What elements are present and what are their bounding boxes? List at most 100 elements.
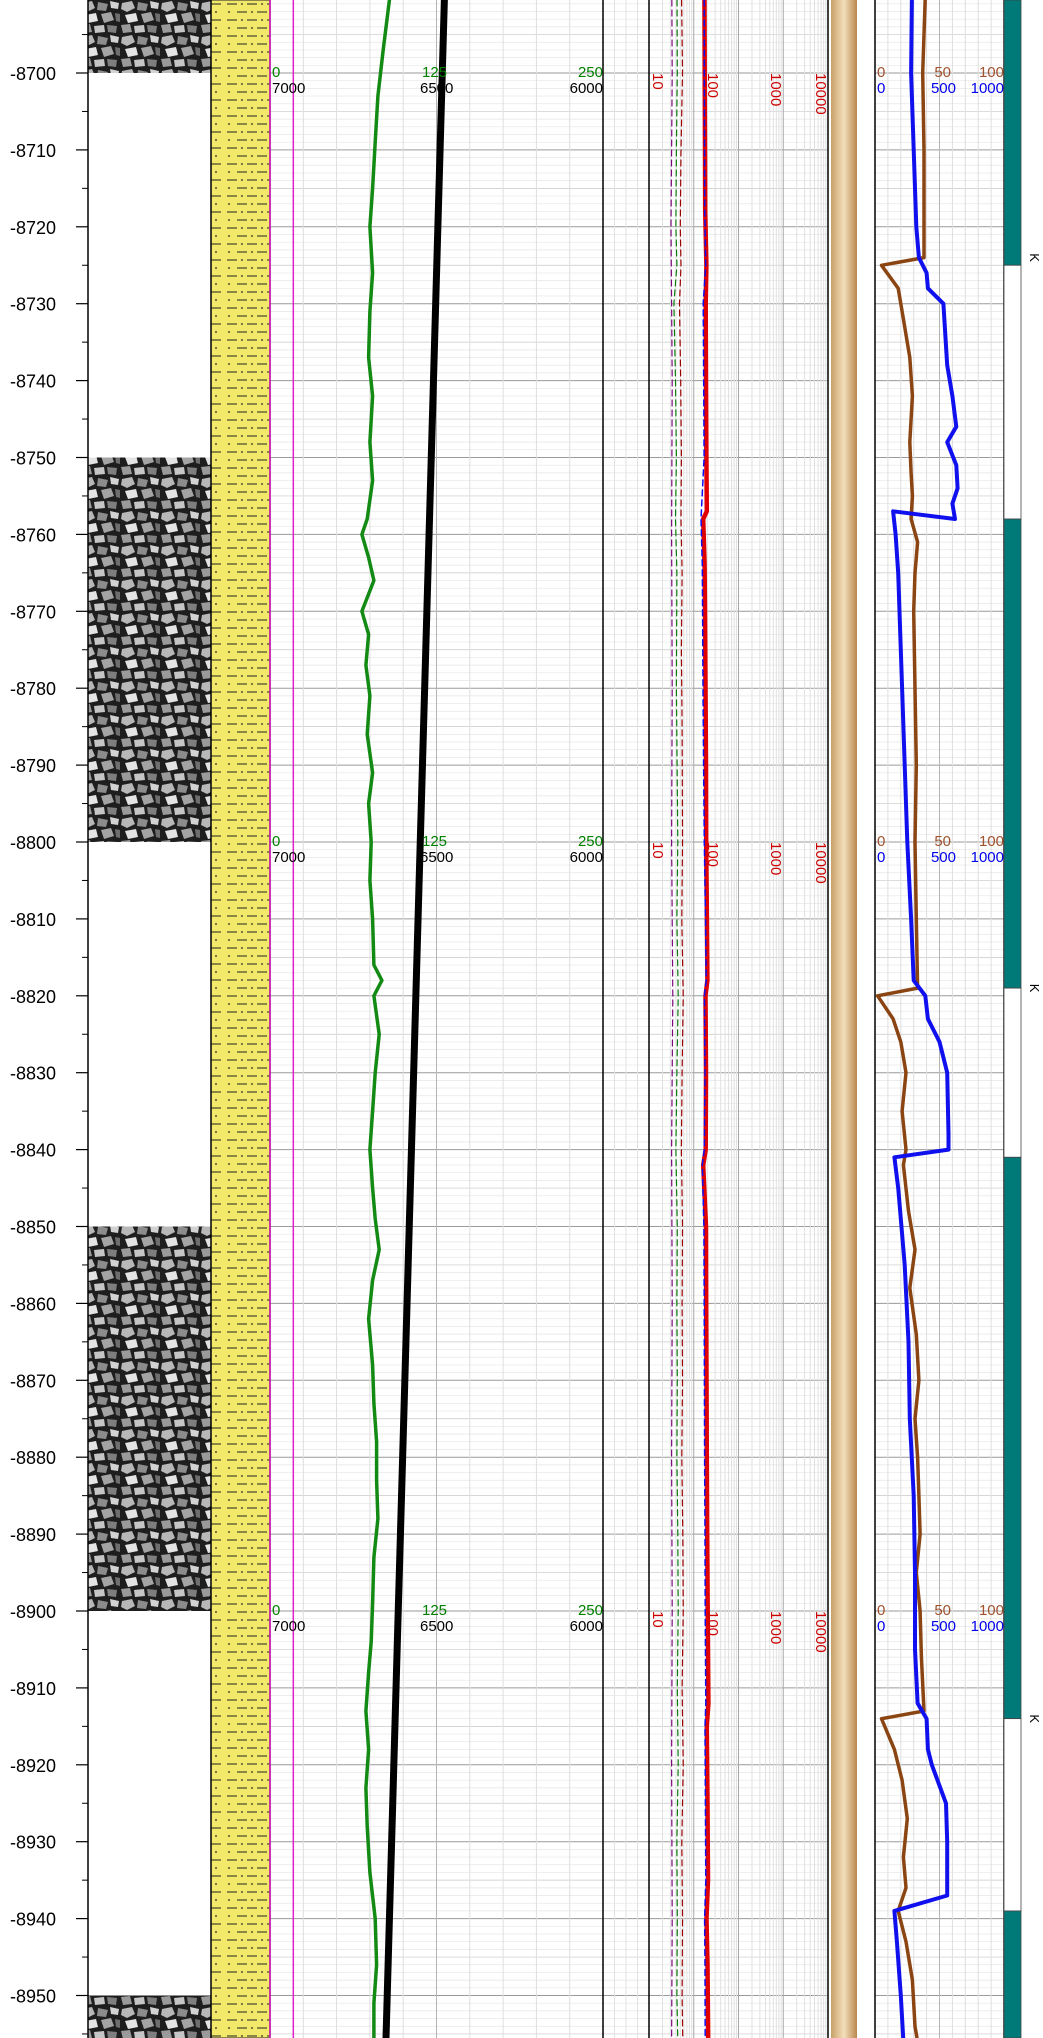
track3-scale-label: 50 — [934, 64, 951, 81]
log-curve-9 — [891, 0, 960, 2038]
core-photo-column — [88, 0, 211, 2038]
depth-tick-label: -8940 — [10, 1910, 56, 1930]
track2-scale-label: 10000 — [812, 73, 829, 115]
log-curve-3 — [700, 0, 711, 2038]
log-curve-7 — [670, 0, 674, 2038]
lithology-column — [210, 0, 271, 2038]
track1-scale-label: 7000 — [272, 1618, 305, 1635]
track2-scale-label: 1000 — [767, 73, 784, 106]
depth-tick-label: -8820 — [10, 987, 56, 1007]
core-column-background — [88, 0, 211, 2038]
depth-tick-label: -8890 — [10, 1525, 56, 1545]
depth-tick-label: -8830 — [10, 1064, 56, 1084]
track-gap2-background — [857, 0, 875, 2038]
track1-scale-label: 0 — [272, 833, 280, 850]
track1-scale-label: 125 — [422, 833, 447, 850]
depth-tick-label: -8790 — [10, 756, 56, 776]
zone-interval — [1003, 0, 1022, 266]
depth-tick-label: -8750 — [10, 449, 56, 469]
zone-interval — [1003, 1718, 1022, 1912]
log-curve-4 — [700, 0, 707, 2038]
track1-scale-label: 6000 — [570, 849, 603, 866]
track1-scale-label: 125 — [422, 1602, 447, 1619]
track2-scale-label: 100 — [704, 1611, 721, 1636]
track3-scale-label: 0 — [877, 1602, 885, 1619]
track2-scale-label: 10 — [649, 73, 666, 90]
depth-tick-label: -8730 — [10, 295, 56, 315]
track3-scale-label: 0 — [877, 80, 885, 97]
depth-tick-label: -8710 — [10, 141, 56, 161]
track2-scale-label: 100 — [704, 73, 721, 98]
depth-tick-label: -8920 — [10, 1756, 56, 1776]
track1-scale-label: 6500 — [420, 80, 453, 97]
depth-tick-label: -8880 — [10, 1448, 56, 1468]
track1-scale-label: 6500 — [420, 1618, 453, 1635]
track1-scale-label: 250 — [578, 64, 603, 81]
track1-scale-label: 7000 — [272, 80, 305, 97]
zone-interval — [1003, 987, 1022, 1158]
track3-scale-label: 100 — [979, 833, 1004, 850]
track2-scale-label: 100 — [704, 842, 721, 867]
zone-interval — [1003, 264, 1022, 520]
track1-scale-label: 0 — [272, 1602, 280, 1619]
depth-tick-label: -8720 — [10, 218, 56, 238]
log-curves — [360, 0, 960, 2038]
depth-tick-label: -8860 — [10, 1294, 56, 1314]
track1-scale-label: 250 — [578, 833, 603, 850]
log-curve-1 — [360, 0, 392, 2038]
depth-tick-label: -8900 — [10, 1602, 56, 1622]
track2-scale-label: 10000 — [812, 1611, 829, 1653]
track3-scale-label: 50 — [934, 1602, 951, 1619]
track1-scale-label: 6500 — [420, 849, 453, 866]
track3-scale-label: 500 — [931, 1618, 956, 1635]
track3-scale-label: 1000 — [971, 80, 1004, 97]
track3-scale-label: 0 — [877, 849, 885, 866]
depth-tick-label: -8840 — [10, 1141, 56, 1161]
depth-tick-label: -8810 — [10, 910, 56, 930]
track3-scale-label: 50 — [934, 833, 951, 850]
track-borders — [87, 0, 1005, 2038]
track3-scale-label: 0 — [877, 833, 885, 850]
track1-scale-label: 6000 — [570, 1618, 603, 1635]
depth-tick-label: -8770 — [10, 602, 56, 622]
log-curve-8 — [875, 0, 927, 2038]
zone-bar: K K K — [1003, 0, 1042, 2038]
depth-tick-label: -8910 — [10, 1679, 56, 1699]
track2-scale-label: 1000 — [767, 842, 784, 875]
log-curve-6 — [673, 0, 679, 2038]
track3-scale-label: 100 — [979, 1602, 1004, 1619]
zone-interval — [1003, 1156, 1022, 1720]
depth-tick-label: -8760 — [10, 525, 56, 545]
track2-scale-label: 10 — [649, 842, 666, 859]
depth-axis: -8700 -8710 -8720 -8730 -8740 -8750 -8760 -8770… — [10, 34, 88, 2035]
zone-marker-label: K — [1027, 984, 1042, 993]
track3-scale-label: 500 — [931, 80, 956, 97]
depth-tick-label: -8870 — [10, 1371, 56, 1391]
zone-interval — [1003, 518, 1022, 989]
core-photo — [88, 1226, 211, 1611]
depth-tick-label: -8740 — [10, 372, 56, 392]
log-curve-5 — [678, 0, 684, 2038]
track3-scale-label: 1000 — [971, 1618, 1004, 1635]
core-photo — [88, 457, 211, 842]
zone-interval — [1003, 1910, 1022, 2038]
core-photo — [88, 0, 211, 73]
track3-scale-label: 100 — [979, 64, 1004, 81]
track1-scale-label: 0 — [272, 64, 280, 81]
track3-scale-label: 0 — [877, 1618, 885, 1635]
track2-scale-label: 1000 — [767, 1611, 784, 1644]
track1-scale-label: 125 — [422, 64, 447, 81]
track3-scale-label: 0 — [877, 64, 885, 81]
depth-tick-label: -8780 — [10, 679, 56, 699]
gradient-bar-track — [831, 0, 857, 2038]
track3-scale-label: 500 — [931, 849, 956, 866]
track2-scale-label: 10 — [649, 1611, 666, 1628]
track3-scale-label: 1000 — [971, 849, 1004, 866]
core-photo — [88, 1995, 211, 2038]
track1-scale-label: 250 — [578, 1602, 603, 1619]
zone-marker-label: K — [1027, 1714, 1042, 1723]
depth-tick-label: -8850 — [10, 1218, 56, 1238]
track-grids — [270, 0, 1004, 2038]
